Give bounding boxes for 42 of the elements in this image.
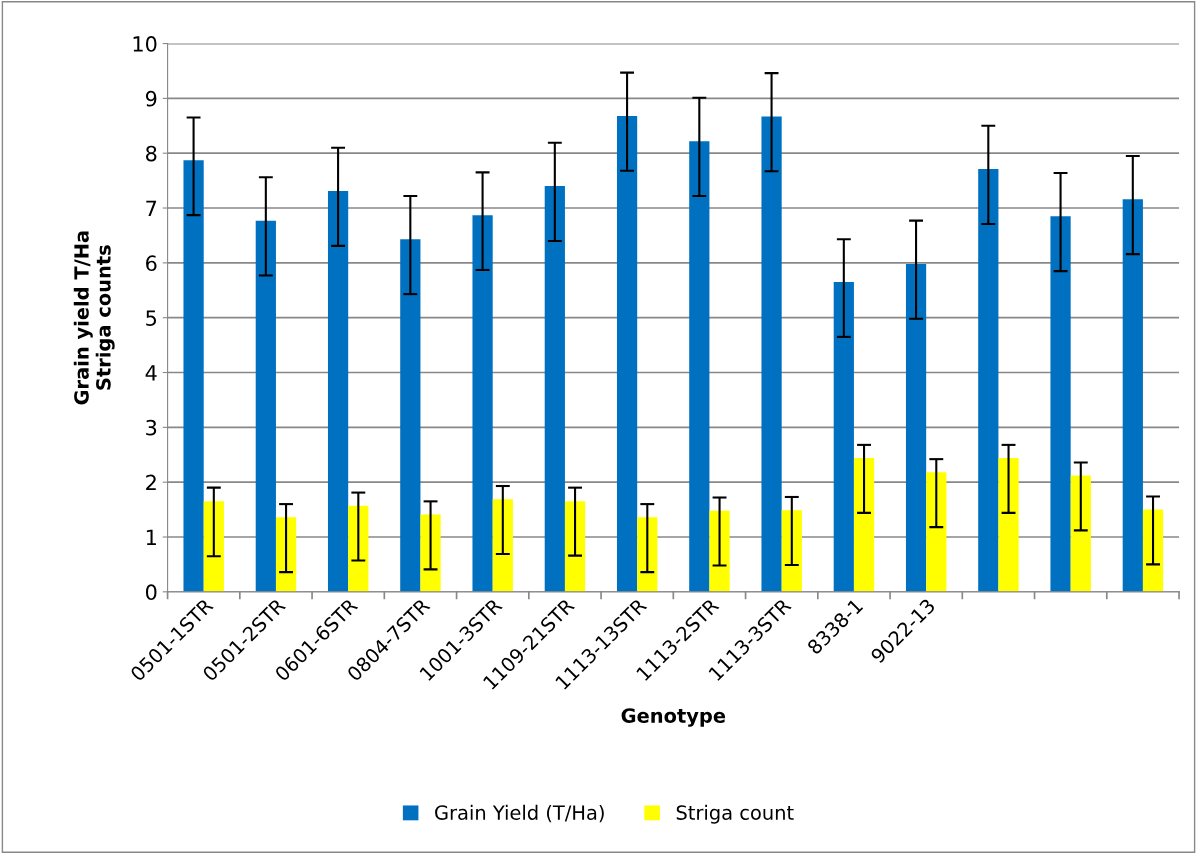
y-tick-label: 10 (133, 36, 157, 52)
bar (1070, 475, 1091, 592)
bar (348, 505, 369, 592)
bar (761, 116, 782, 592)
legend-label: Striga count (676, 804, 794, 824)
y-tick-label: 4 (145, 365, 157, 381)
y-tick-label: 6 (146, 255, 157, 272)
bar (203, 501, 224, 592)
bar (564, 501, 586, 592)
bar (998, 458, 1019, 592)
bar (255, 220, 276, 592)
bar (926, 472, 947, 592)
y-tick-label: 2 (146, 474, 156, 491)
y-tick-label: 0 (145, 584, 157, 601)
bar (327, 191, 349, 592)
y-tick-label: 7 (146, 200, 157, 216)
y-tick-label: 9 (145, 90, 157, 107)
y-tick-label: 1 (146, 529, 156, 545)
bar (1122, 199, 1143, 592)
bar (400, 239, 421, 592)
bar (853, 458, 875, 592)
y-axis-title: Grain yield T/Ha Striga counts (73, 231, 115, 405)
y-tick-label: 3 (146, 419, 157, 436)
bar (275, 517, 297, 592)
x-axis-title: Genotype (621, 708, 726, 727)
bar (472, 215, 493, 592)
bar (492, 499, 513, 592)
bar (689, 141, 710, 592)
bar (420, 514, 441, 592)
bar (637, 517, 658, 592)
y-tick-label: 5 (146, 310, 157, 326)
bar (905, 263, 927, 592)
bar (978, 169, 999, 592)
y-tick-label: 8 (146, 145, 157, 162)
bar (833, 282, 854, 592)
bar (544, 186, 565, 592)
bar (709, 510, 730, 592)
bar (781, 510, 802, 592)
bar (616, 115, 638, 592)
bar (1050, 216, 1071, 592)
legend-label: Grain Yield (T/Ha) (435, 804, 604, 823)
bar (183, 160, 204, 592)
